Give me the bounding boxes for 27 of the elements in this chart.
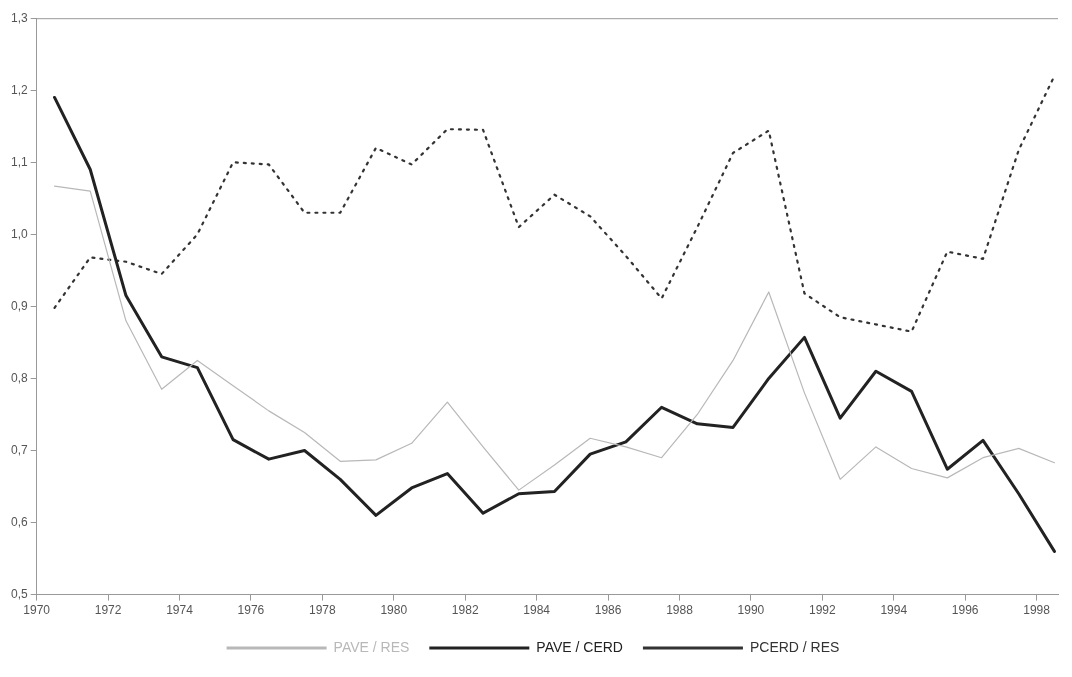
x-tick-label: 1996 <box>951 603 979 618</box>
y-tick-label: 0,8 <box>10 370 28 385</box>
y-tick-label: 1,1 <box>10 154 28 169</box>
y-tick-label: 0,7 <box>10 442 28 457</box>
x-tick-label: 1994 <box>880 603 908 618</box>
x-tick-label: 1972 <box>94 603 122 618</box>
x-tick-label: 1982 <box>451 603 479 618</box>
x-tick-label: 1986 <box>594 603 622 618</box>
text: PCERD / RES <box>749 638 840 655</box>
x-tick-label: 1974 <box>166 603 194 618</box>
y-tick-label: 0,9 <box>10 298 28 313</box>
x-tick-label: 1984 <box>523 603 551 618</box>
x-tick-label: 1978 <box>309 603 337 618</box>
y-tick-label: 1,0 <box>10 226 28 241</box>
y-tick-label: 0,5 <box>10 586 28 601</box>
text: PAVE / CERD <box>536 638 623 655</box>
y-tick-label: 1,2 <box>10 82 28 97</box>
text: PAVE / RES <box>333 638 410 655</box>
x-tick-label: 1988 <box>666 603 694 618</box>
x-tick-label: 1992 <box>808 603 836 618</box>
x-tick-label: 1990 <box>737 603 765 618</box>
x-tick-label: 1998 <box>1023 603 1051 618</box>
y-tick-label: 1,3 <box>10 10 28 25</box>
y-tick-label: 0,6 <box>10 514 28 529</box>
x-tick-label: 1980 <box>380 603 408 618</box>
x-tick-label: 1976 <box>237 603 265 618</box>
x-tick-label: 1970 <box>23 603 51 618</box>
